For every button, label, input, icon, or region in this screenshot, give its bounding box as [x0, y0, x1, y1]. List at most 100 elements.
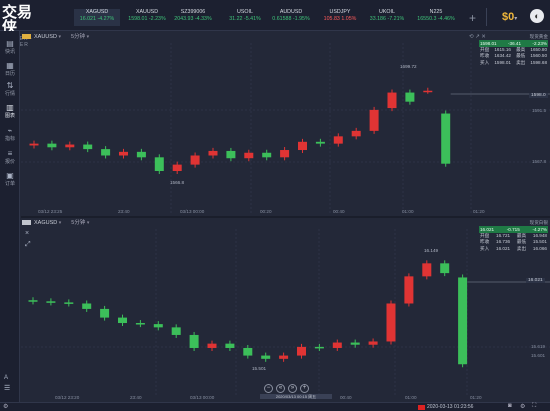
candle[interactable]	[422, 263, 432, 277]
candle[interactable]	[82, 303, 92, 309]
candle[interactable]	[172, 164, 182, 171]
candle[interactable]	[386, 303, 396, 342]
x-axis-label: 23:40	[118, 209, 130, 214]
ticker-audusd[interactable]: AUDUSD 0.61588 -1.95%	[268, 9, 314, 26]
candle[interactable]	[262, 152, 272, 158]
candle[interactable]	[47, 143, 57, 148]
quote-row: 开盘 1615.16 最高 1650.80	[479, 47, 548, 53]
candle[interactable]	[153, 324, 163, 328]
candle[interactable]	[315, 141, 325, 144]
candle[interactable]	[135, 323, 145, 325]
ticker-value: 105.83	[323, 16, 340, 22]
ticker-ukoil[interactable]: UKOIL 33.186 -7.21%	[364, 9, 410, 26]
candle[interactable]	[118, 317, 127, 324]
pan-left-button[interactable]: «	[276, 384, 285, 393]
candle[interactable]	[207, 343, 217, 348]
candle[interactable]	[64, 302, 74, 304]
chart1-window-controls[interactable]: ⟲ ↗ ✕	[469, 34, 486, 40]
quote-cell: 16.948	[532, 233, 547, 239]
avatar[interactable]: ◐	[530, 9, 544, 23]
candle[interactable]	[243, 347, 253, 356]
sidebar-item-5[interactable]: ≡ 报价	[0, 149, 20, 165]
pan-right-button[interactable]: »	[288, 384, 297, 393]
candle[interactable]	[368, 341, 378, 345]
candle[interactable]	[65, 144, 75, 148]
draw-tools-icon[interactable]: ⚙	[3, 404, 9, 410]
candle[interactable]	[458, 277, 468, 365]
candle[interactable]	[298, 141, 307, 151]
chart2-title[interactable]: XAGUSD ▾ 5分钟 ▾	[22, 218, 89, 229]
chart1-title[interactable]: XAUUSD ▾ 5分钟 ▾	[22, 32, 89, 43]
chart2-timeframe[interactable]: 5分钟	[71, 220, 86, 226]
ticker-sz399006[interactable]: SZ399006 2043.93 -4.33%	[170, 9, 216, 26]
candle[interactable]	[244, 152, 254, 159]
text-tool-icon[interactable]: A	[4, 375, 9, 381]
zoom-in-button[interactable]: +	[300, 384, 309, 393]
chevron-down-icon: ▾	[86, 220, 90, 226]
candle[interactable]	[297, 346, 306, 356]
candle[interactable]	[189, 334, 199, 348]
close-icon[interactable]: ×	[25, 230, 30, 237]
sidebar-item-0[interactable]: ▤ 快讯	[0, 39, 20, 55]
ticker-value: 16550.3	[417, 16, 437, 22]
candle[interactable]	[387, 92, 397, 109]
candle[interactable]	[119, 151, 128, 156]
candle[interactable]	[350, 342, 360, 345]
candle[interactable]	[404, 276, 414, 304]
candle[interactable]	[280, 150, 290, 158]
quote-cell: 1634.42	[494, 53, 511, 59]
ticker-change: -1.95%	[292, 16, 310, 22]
candle[interactable]	[226, 150, 236, 159]
sidebar-item-4[interactable]: ⌁ 指标	[0, 126, 20, 142]
ticker-name: SZ399006	[180, 9, 206, 15]
chart-divider[interactable]	[21, 216, 550, 218]
add-symbol-icon[interactable]: +	[469, 11, 477, 25]
sidebar-item-6[interactable]: ▣ 订单	[0, 171, 20, 187]
candle[interactable]	[136, 151, 146, 158]
candle[interactable]	[440, 263, 450, 274]
ticker-usdjpy[interactable]: USDJPY 105.83 1.05%	[317, 9, 363, 26]
settings-icon[interactable]: ⚙	[520, 404, 526, 410]
sidebar-icon: ⇅	[6, 81, 14, 90]
sidebar-item-1[interactable]: ▦ 日历	[0, 61, 20, 77]
candle[interactable]	[83, 144, 93, 150]
candle[interactable]	[351, 130, 361, 137]
ticker-n225[interactable]: N225 16550.3 -4.46%	[413, 9, 459, 26]
candle[interactable]	[154, 157, 164, 171]
candle[interactable]	[441, 113, 451, 164]
ticker-usoil[interactable]: USOIL 31.22 -5.41%	[222, 9, 268, 26]
sidebar-item-2[interactable]: ⇅ 行情	[0, 81, 20, 97]
chart1-timeframe[interactable]: 5分钟	[70, 34, 86, 40]
candle[interactable]	[28, 300, 38, 302]
candle[interactable]	[29, 143, 39, 146]
candle[interactable]	[279, 355, 289, 359]
candle[interactable]	[190, 155, 200, 165]
zoom-out-button[interactable]: −	[264, 384, 273, 393]
candle[interactable]	[405, 92, 415, 102]
candle[interactable]	[208, 150, 218, 156]
fullscreen-icon[interactable]: ⛶	[532, 403, 537, 409]
chart1-symbol: XAUUSD	[34, 34, 57, 40]
candle[interactable]	[225, 343, 235, 348]
candle[interactable]	[171, 327, 181, 335]
expand-icon[interactable]: ⤢	[25, 241, 31, 248]
candle[interactable]	[261, 355, 271, 359]
candle[interactable]	[333, 136, 343, 144]
candle[interactable]	[101, 149, 111, 156]
ticker-change: -4.33%	[194, 16, 212, 22]
chart1-candles[interactable]	[21, 43, 550, 215]
candle[interactable]	[332, 342, 342, 348]
ticker-xauusd[interactable]: XAUUSD 1598.01 -2.23%	[124, 9, 170, 26]
ticker-xagusd[interactable]: XAGUSD 16.021 -4.27%	[74, 9, 120, 26]
balance-display[interactable]: $0▾	[502, 11, 517, 23]
candle[interactable]	[100, 308, 110, 318]
candle[interactable]	[369, 109, 379, 131]
menu-icon[interactable]: ☰	[4, 385, 11, 392]
chart2-quote-box: 现货白银 16.021 -0.715 -4.27% 开盘 16.721 最高 16.948…	[479, 220, 548, 252]
candle[interactable]	[46, 301, 56, 303]
candle[interactable]	[314, 346, 324, 349]
chart2-candles[interactable]	[21, 229, 550, 397]
candle[interactable]	[423, 90, 433, 93]
camera-icon[interactable]: ◙	[508, 403, 512, 409]
sidebar-item-3[interactable]: ▥ 图表	[0, 103, 20, 119]
